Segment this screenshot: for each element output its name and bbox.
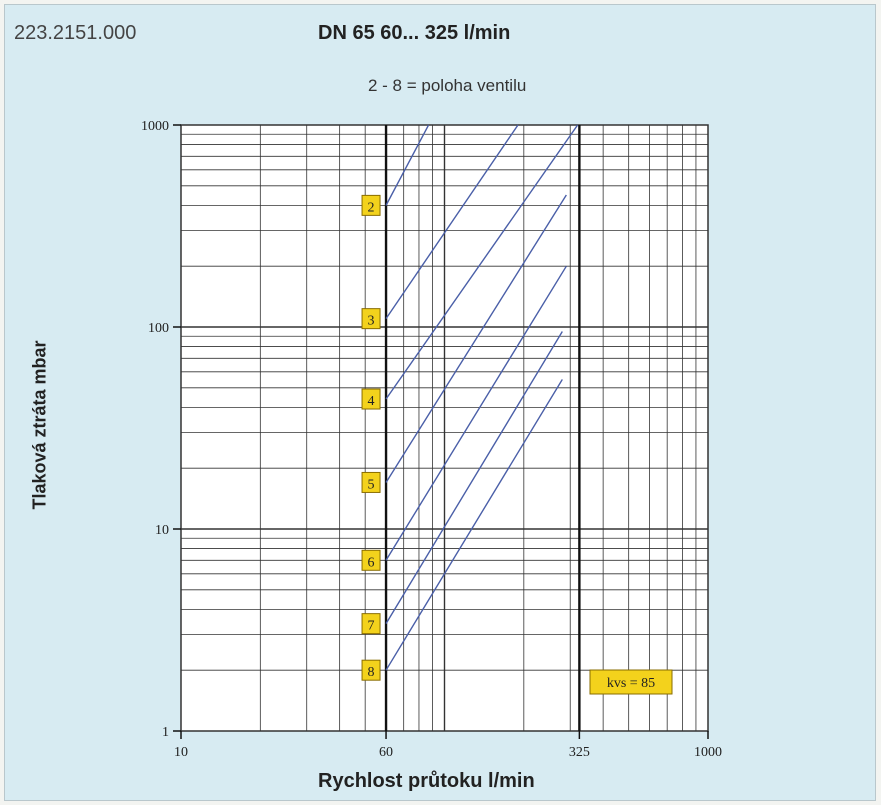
series-label-7: 7	[362, 614, 380, 634]
series-label-text: 2	[368, 200, 375, 215]
x-tick-label: 1000	[694, 745, 722, 760]
series-label-6: 6	[362, 550, 380, 570]
series-label-text: 6	[368, 555, 375, 570]
y-tick-label: 100	[148, 321, 169, 336]
series-label-text: 8	[368, 665, 375, 680]
x-tick-label: 10	[174, 745, 188, 760]
series-label-8: 8	[362, 660, 380, 680]
series-label-text: 5	[368, 477, 375, 492]
series-label-5: 5	[362, 472, 380, 492]
series-label-text: 4	[368, 394, 375, 409]
x-tick-label: 325	[569, 745, 590, 760]
series-label-3: 3	[362, 309, 380, 329]
grid-lines	[181, 125, 708, 731]
y-tick-label: 10	[155, 523, 169, 538]
kvs-text: kvs = 85	[607, 676, 655, 691]
kvs-annotation: kvs = 85	[590, 670, 672, 694]
y-tick-label: 1	[162, 725, 169, 740]
y-tick-label: 1000	[141, 119, 169, 134]
series-label-text: 7	[368, 619, 375, 634]
series-label-text: 3	[368, 314, 375, 329]
series-label-4: 4	[362, 389, 380, 409]
series-label-2: 2	[362, 195, 380, 215]
x-tick-label: 60	[379, 745, 393, 760]
